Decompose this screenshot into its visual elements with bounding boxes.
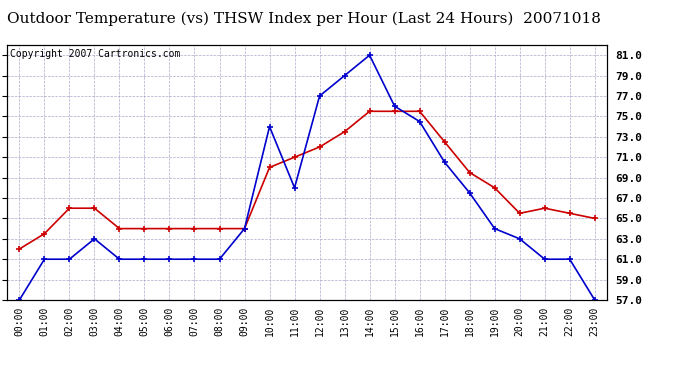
Text: Copyright 2007 Cartronics.com: Copyright 2007 Cartronics.com [10,49,180,59]
Text: Outdoor Temperature (vs) THSW Index per Hour (Last 24 Hours)  20071018: Outdoor Temperature (vs) THSW Index per … [7,11,600,26]
